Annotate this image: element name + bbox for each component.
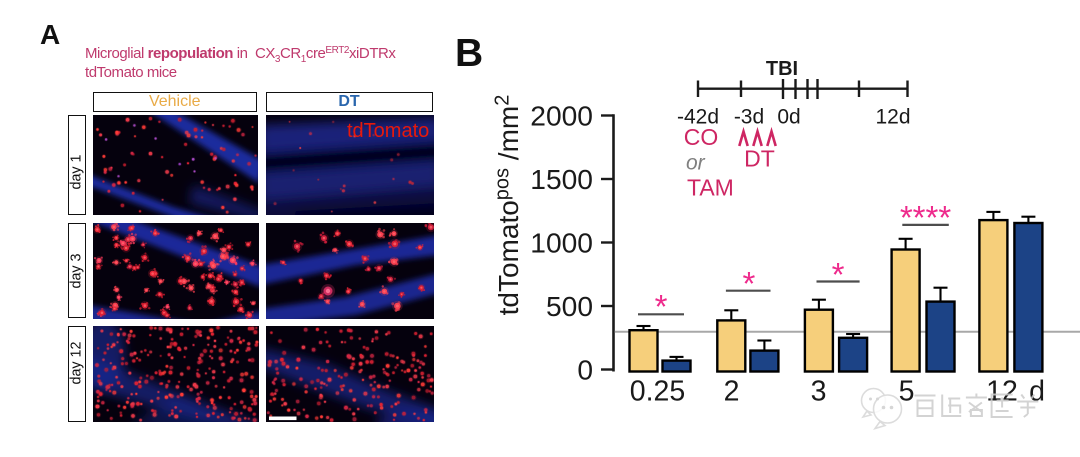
svg-text:500: 500 bbox=[546, 290, 593, 322]
svg-text:****: **** bbox=[900, 199, 952, 236]
svg-text:2: 2 bbox=[724, 376, 740, 408]
svg-text:DT: DT bbox=[744, 146, 775, 172]
svg-text:0.25: 0.25 bbox=[630, 376, 685, 408]
svg-text:TAM: TAM bbox=[687, 175, 734, 201]
svg-text:*: * bbox=[742, 265, 755, 302]
svg-text:-42d: -42d bbox=[677, 106, 719, 129]
svg-text:1000: 1000 bbox=[530, 227, 593, 259]
svg-text:2000: 2000 bbox=[530, 100, 593, 132]
svg-text:B: B bbox=[455, 32, 483, 75]
svg-text:-3d: -3d bbox=[734, 106, 764, 129]
svg-text:or: or bbox=[686, 152, 706, 175]
svg-text:d: d bbox=[1029, 376, 1045, 408]
svg-text:0d: 0d bbox=[777, 106, 800, 129]
svg-text:*: * bbox=[655, 288, 668, 325]
svg-text:12d: 12d bbox=[875, 106, 910, 129]
svg-text:TBI: TBI bbox=[766, 58, 798, 80]
svg-text:tdTomatopos /mm2: tdTomatopos /mm2 bbox=[492, 95, 525, 316]
svg-text:CO: CO bbox=[684, 124, 719, 150]
svg-text:3: 3 bbox=[811, 376, 827, 408]
svg-text:*: * bbox=[832, 256, 845, 293]
svg-text:0: 0 bbox=[577, 354, 593, 386]
svg-text:1500: 1500 bbox=[530, 163, 593, 195]
svg-text:5: 5 bbox=[899, 376, 915, 408]
